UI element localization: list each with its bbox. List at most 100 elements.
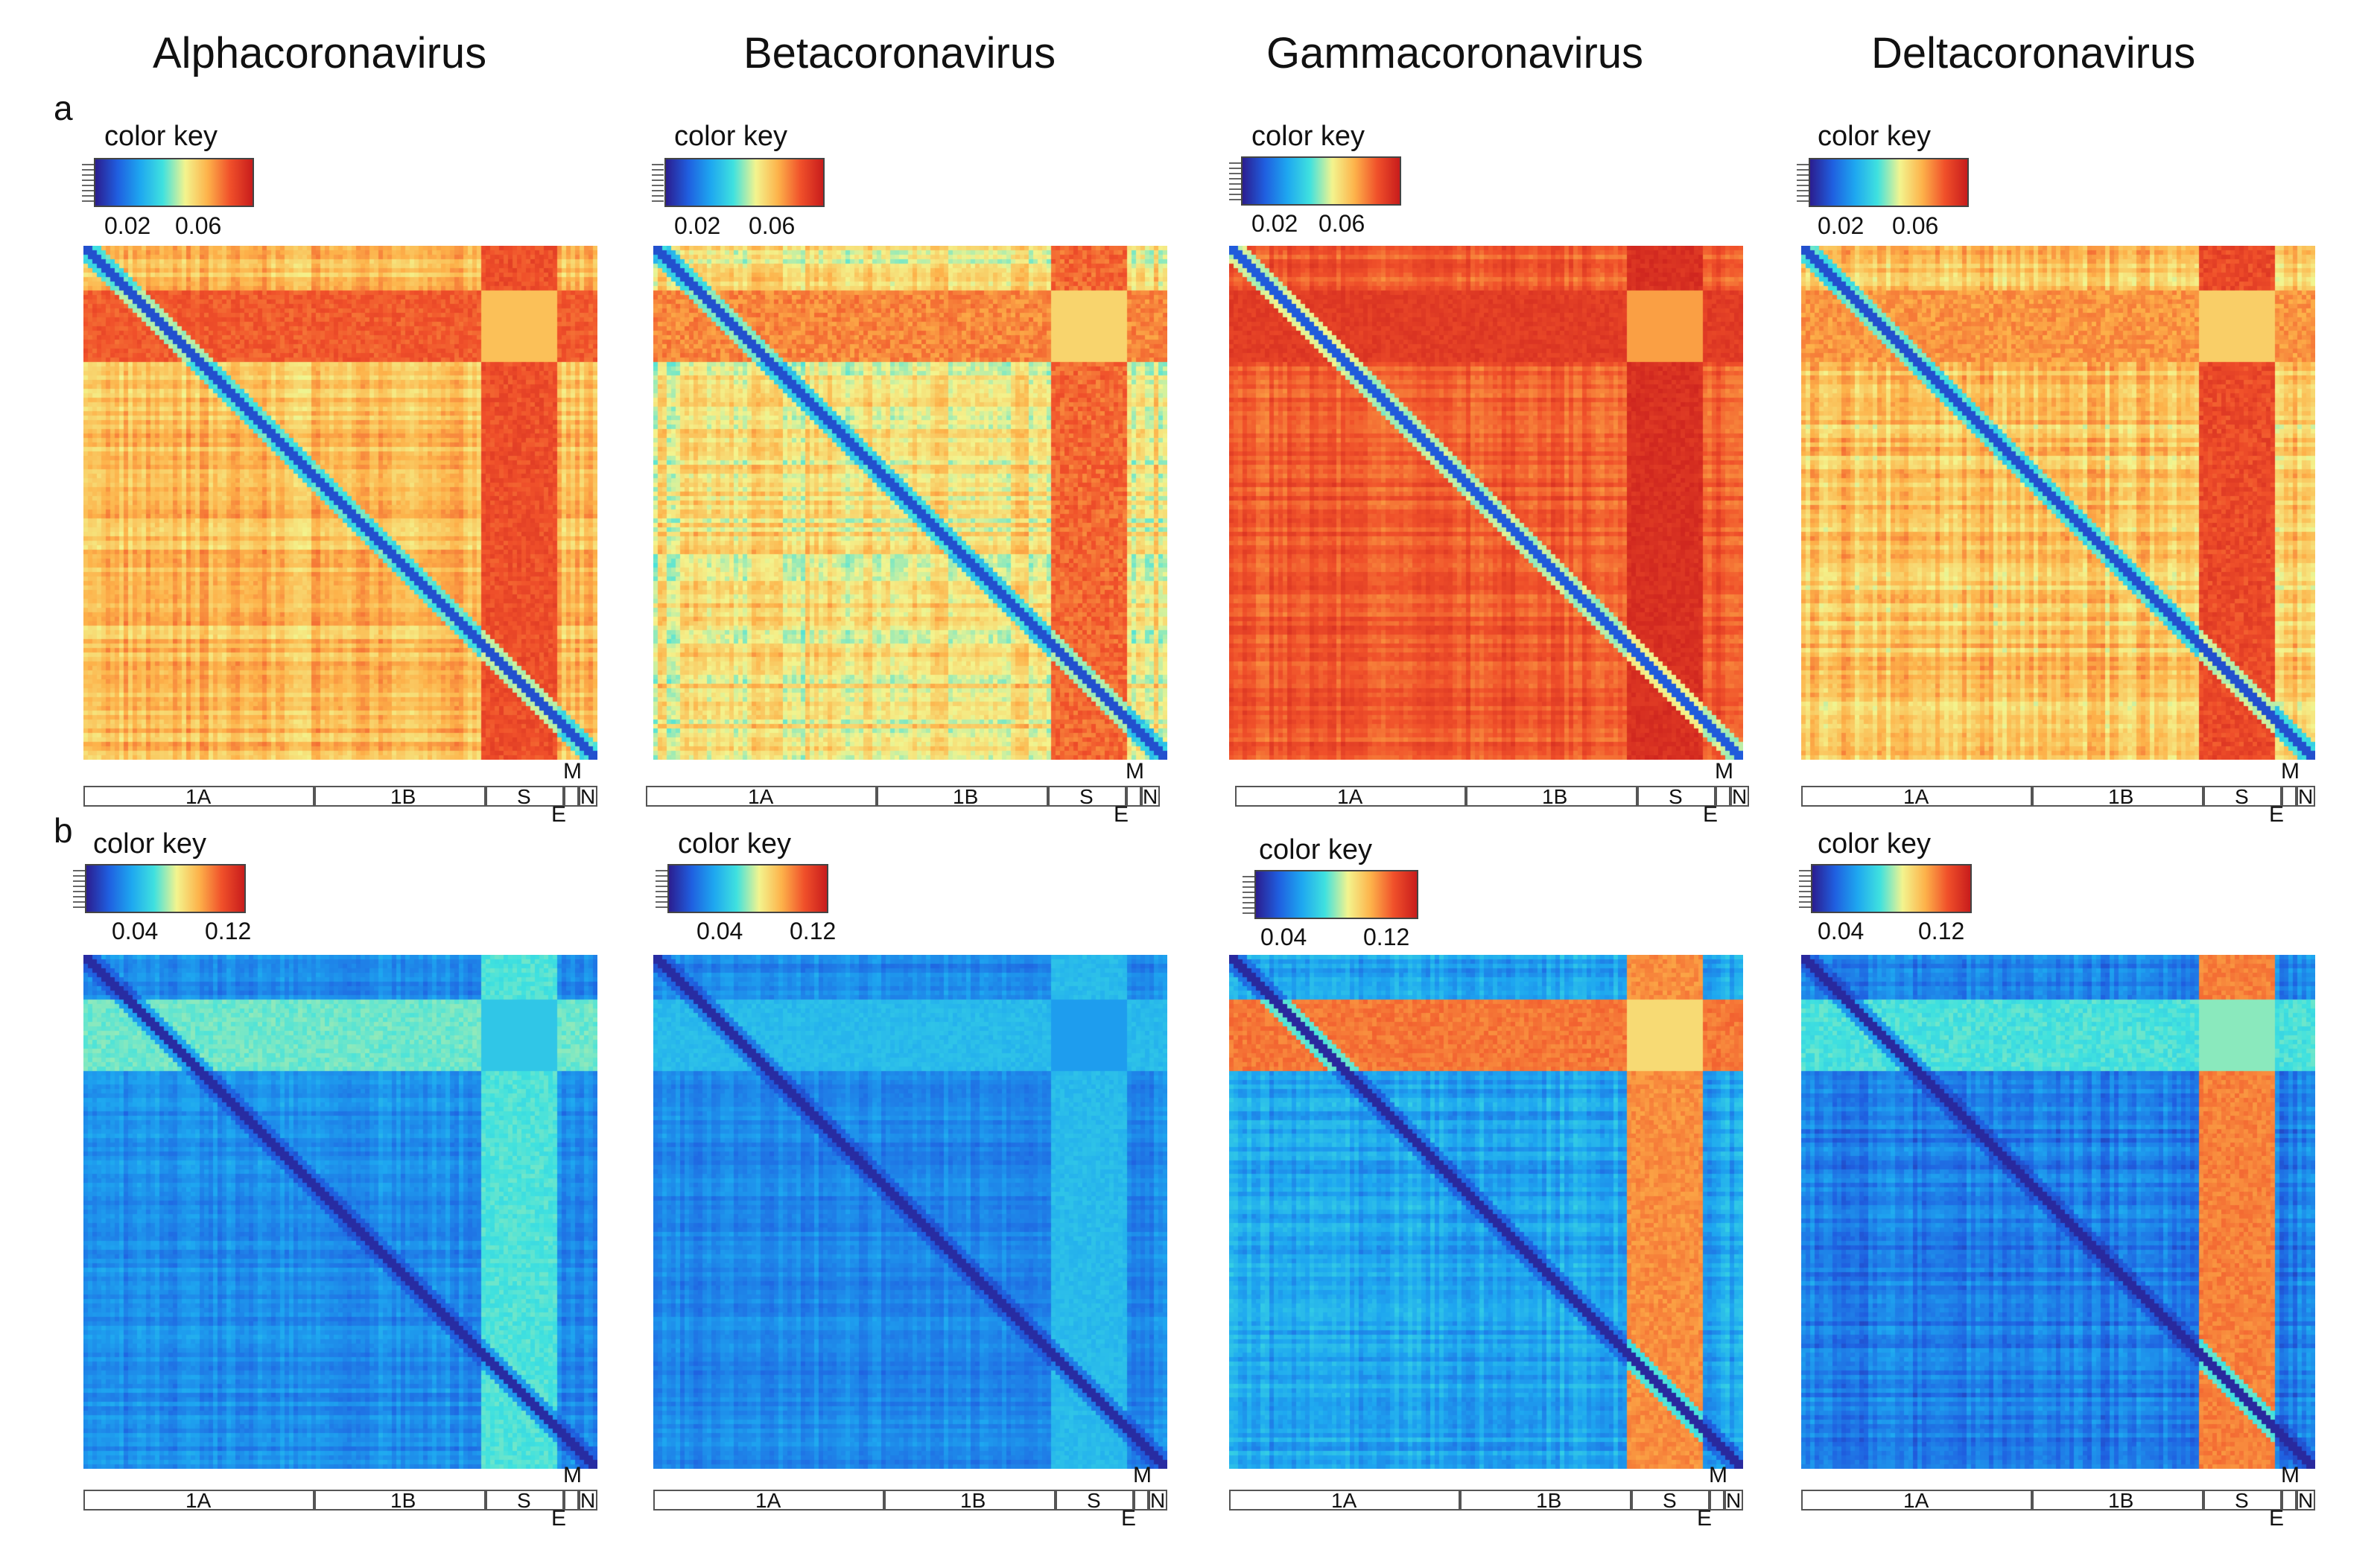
color-key-tick-mark: [82, 174, 94, 176]
color-key-tick-mark: [1797, 200, 1809, 202]
color-key-tick-mark: [1243, 876, 1254, 877]
genome-seg-s: S: [2203, 785, 2282, 808]
color-key-tick-mark: [73, 880, 85, 882]
color-key-tick-mark: [73, 896, 85, 898]
genome-seg-1b-label: 1B: [953, 785, 979, 808]
color-key-tick-mark: [82, 200, 94, 202]
color-key-tick-mark: [1799, 875, 1811, 877]
color-key-tick-high: 0.12: [1918, 918, 1965, 944]
color-key-tick-mark: [82, 164, 94, 165]
color-key-tick-high: 0.12: [1363, 924, 1410, 950]
genome-seg-1a: 1A: [1235, 785, 1466, 808]
color-key-ticks: [1229, 158, 1241, 203]
genome-seg-s-label: S: [1087, 1489, 1101, 1512]
color-key-tick-mark: [82, 195, 94, 197]
genome-seg-m: [1710, 1490, 1724, 1511]
color-key-title: color key: [1259, 834, 1373, 865]
genome-seg-m: [2282, 1490, 2297, 1511]
genome-seg-m: [2282, 786, 2297, 807]
heatmap-b-beta: [653, 955, 1167, 1469]
genome-seg-s-label: S: [2235, 785, 2249, 808]
color-key-tick-low: 0.02: [674, 212, 721, 239]
genome-bar-a-delta: 1A 1B S N M E: [1801, 759, 2315, 827]
color-key-tick-mark: [1243, 897, 1254, 898]
color-key-tick-mark: [82, 190, 94, 191]
color-key-tick-mark: [1243, 907, 1254, 909]
color-key-tick-mark: [73, 886, 85, 887]
genome-seg-1a: 1A: [653, 1489, 884, 1512]
color-key-tick-mark: [1243, 881, 1254, 883]
color-key-tick-high: 0.06: [749, 212, 796, 239]
color-key-tick-high: 0.12: [205, 918, 252, 944]
color-key-tick-high: 0.12: [790, 918, 837, 944]
genome-seg-s: S: [486, 785, 564, 808]
column-title-deltacoronavirus: Deltacoronavirus: [1871, 29, 2196, 77]
genome-seg-1a-label: 1A: [755, 1489, 781, 1512]
row-label-a: a: [54, 89, 73, 127]
color-key-tick-mark: [1229, 188, 1241, 190]
genome-label-m: M: [563, 759, 582, 784]
genome-seg-1b: 1B: [1460, 1489, 1631, 1512]
color-key-tick-mark: [1229, 173, 1241, 174]
color-key-tick-mark: [73, 891, 85, 892]
color-key-tick-mark: [652, 195, 664, 197]
color-key-tick-low: 0.04: [1260, 924, 1307, 950]
genome-seg-n-label: N: [580, 785, 596, 808]
genome-seg-n: N: [579, 1489, 597, 1512]
color-key-tick-mark: [652, 180, 664, 181]
color-key-tick-low: 0.02: [1818, 212, 1865, 239]
color-key-tick-mark: [656, 896, 667, 898]
color-key-tick-mark: [1229, 194, 1241, 195]
genome-seg-s-label: S: [1663, 1489, 1677, 1512]
genome-seg-n: N: [1730, 785, 1749, 808]
genome-seg-1a: 1A: [1229, 1489, 1460, 1512]
color-key-tick-mark: [1797, 190, 1809, 191]
genome-seg-n-label: N: [1732, 785, 1748, 808]
color-key-bar: [664, 158, 825, 207]
color-key-tick-mark: [1243, 886, 1254, 888]
genome-seg-1a: 1A: [83, 785, 314, 808]
genome-seg-1b-label: 1B: [390, 785, 416, 808]
genome-seg-n: N: [2297, 1489, 2315, 1512]
genome-label-m: M: [2281, 1463, 2300, 1487]
color-key-tick-mark: [1229, 162, 1241, 164]
color-key-tick-low: 0.04: [696, 918, 743, 944]
color-key-tick-mark: [656, 901, 667, 903]
genome-seg-s: S: [1056, 1489, 1134, 1512]
color-key-tick-mark: [656, 875, 667, 877]
color-key-tick-mark: [1799, 901, 1811, 903]
genome-seg-1b: 1B: [1466, 785, 1637, 808]
color-key-title: color key: [93, 828, 207, 860]
genome-label-e: E: [1703, 802, 1719, 827]
genome-seg-1b: 1B: [2032, 785, 2203, 808]
genome-seg-1b: 1B: [877, 785, 1048, 808]
genome-seg-n: N: [1149, 1489, 1167, 1512]
heatmap-a-delta: [1801, 246, 2315, 760]
genome-seg-1b-label: 1B: [960, 1489, 986, 1512]
color-key-tick-mark: [1799, 906, 1811, 908]
genome-seg-s-label: S: [1669, 785, 1683, 808]
genome-seg-1a-label: 1A: [1903, 785, 1929, 808]
genome-label-m: M: [1709, 1463, 1727, 1487]
color-key-tick-mark: [652, 185, 664, 186]
heatmap-b-delta: [1801, 955, 2315, 1469]
genome-bar-b-beta: 1A 1B S N M E: [653, 1463, 1167, 1531]
genome-label-m: M: [2281, 759, 2300, 784]
color-key-tick-mark: [652, 190, 664, 191]
color-key-tick-mark: [656, 870, 667, 871]
color-key-tick-high: 0.06: [1318, 210, 1365, 237]
color-key-tick-mark: [1799, 880, 1811, 882]
row-label-b: b: [54, 811, 73, 850]
genome-bar-a-beta: 1A 1B S N M E: [646, 759, 1160, 827]
color-key-tick-mark: [1243, 892, 1254, 893]
color-key-bar: [1809, 158, 1969, 207]
color-key-tick-mark: [1243, 912, 1254, 914]
genome-label-m: M: [1133, 1463, 1152, 1487]
color-key-tick-mark: [1243, 902, 1254, 903]
genome-seg-1a-label: 1A: [748, 785, 774, 808]
genome-seg-m: [564, 786, 579, 807]
genome-label-m: M: [1715, 759, 1733, 784]
genome-seg-s-label: S: [1079, 785, 1094, 808]
color-key-title: color key: [104, 121, 218, 152]
genome-seg-1b: 1B: [314, 1489, 486, 1512]
